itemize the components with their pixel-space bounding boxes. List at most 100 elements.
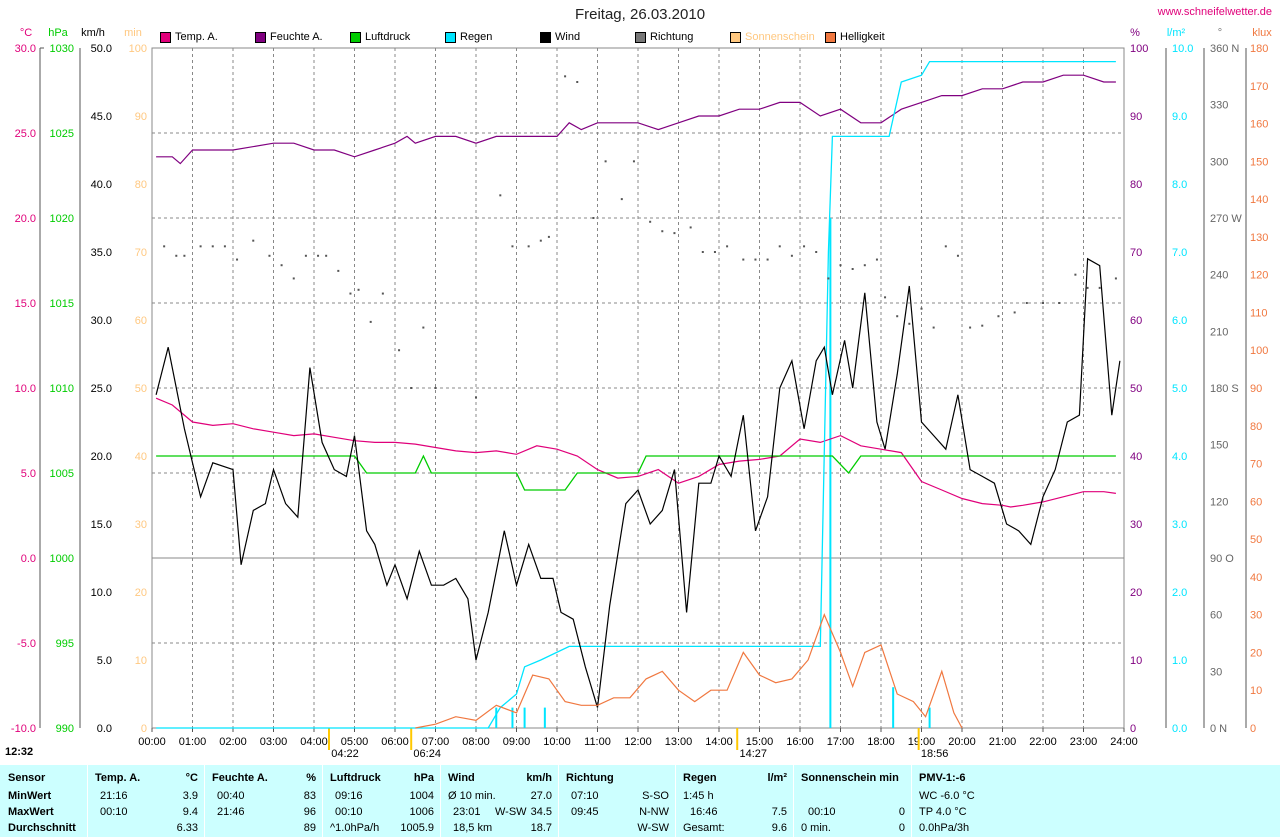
direction-point (163, 245, 166, 248)
direction-point (175, 254, 178, 257)
pressure-min: 1004 (409, 790, 434, 802)
series-line-luftdruck (156, 454, 1116, 491)
x-tick-label: 11:00 (584, 736, 611, 748)
event-label: 14:27 (739, 748, 767, 760)
wind-min: 27.0 (530, 790, 552, 802)
direction-point (896, 315, 899, 318)
direction-point (592, 217, 595, 219)
direction-point (803, 245, 806, 248)
direction-tick-label: 150 (1210, 440, 1228, 452)
humidity-axis-unit: % (1130, 27, 1140, 39)
pressure-tick-label: 1030 (50, 43, 74, 55)
rain-tick-label: 5.0 (1172, 383, 1187, 395)
humidity-tick-label: 80 (1130, 179, 1142, 191)
brightness-tick-label: 90 (1250, 383, 1262, 395)
direction-point (956, 254, 959, 257)
series-line-feuchte-a (156, 74, 1116, 165)
x-tick-label: 23:00 (1070, 736, 1098, 748)
sunshine-tick-label: 70 (135, 247, 147, 259)
sunshine-tick-label: 0 (141, 723, 147, 735)
legend-label: Helligkeit (840, 31, 885, 43)
sunshine-max-time: 00:10 (808, 806, 836, 818)
sunshine-max: 0 (898, 806, 905, 818)
x-tick-label: 00:00 (138, 736, 166, 748)
wind-tick-label: 0.0 (97, 723, 112, 735)
temp-unit: °C (185, 772, 198, 784)
direction-point (713, 251, 716, 253)
direction-point (422, 326, 425, 329)
pressure-tick-label: 1020 (50, 213, 74, 225)
brightness-tick-label: 120 (1250, 270, 1268, 282)
direction-point (325, 254, 328, 257)
x-tick-label: 17:00 (827, 736, 855, 748)
rain-tick-label: 7.0 (1172, 247, 1187, 259)
wind-tick-label: 50.0 (91, 43, 112, 55)
direction-point (304, 254, 307, 257)
direction-avg: W-SW (637, 822, 669, 834)
direction-point (357, 288, 360, 291)
x-tick-label: 12:00 (624, 736, 652, 748)
wind-tick-label: 40.0 (91, 179, 112, 191)
brightness-tick-label: 50 (1250, 534, 1262, 546)
pressure-max: 1006 (409, 806, 434, 818)
direction-point (564, 75, 567, 78)
rain-tick-label: 9.0 (1172, 111, 1187, 123)
rain-tick-label: 0.0 (1172, 723, 1187, 735)
x-tick-label: 15:00 (746, 736, 774, 748)
direction-point (398, 349, 401, 352)
temp-tick-label: 15.0 (15, 298, 36, 310)
humidity-max: 96 (303, 806, 316, 818)
direction-point (1074, 273, 1077, 276)
direction-point (547, 235, 550, 238)
row-min-label: MinWert (8, 790, 52, 802)
x-tick-label: 22:00 (1029, 736, 1057, 748)
x-tick-label: 21:00 (989, 736, 1017, 748)
series-line-regen (156, 60, 1116, 729)
direction-point (981, 324, 984, 327)
legend-label: Wind (555, 31, 581, 43)
pressure-header: Luftdruck (330, 772, 381, 784)
humidity-tick-label: 50 (1130, 383, 1142, 395)
direction-point (839, 264, 842, 267)
direction-tick-label: 60 (1210, 610, 1222, 622)
x-tick-label: 03:00 (260, 736, 288, 748)
site-url[interactable]: www.schneifelwetter.de (1157, 6, 1272, 18)
brightness-tick-label: 10 (1250, 685, 1262, 697)
row-avg-label: Durchschnitt (8, 822, 76, 834)
rain-unit: l/m² (767, 772, 787, 784)
brightness-tick-label: 60 (1250, 496, 1262, 508)
direction-point (223, 245, 226, 248)
wind-unit: km/h (526, 772, 552, 784)
series-line-temp-a (155, 397, 1116, 508)
wind-tick-label: 5.0 (97, 655, 112, 667)
direction-point (701, 251, 704, 253)
pressure-unit: hPa (413, 772, 434, 784)
direction-point (292, 277, 295, 280)
wind-tick-label: 15.0 (91, 519, 112, 531)
direction-point (499, 194, 502, 197)
sunshine-tick-label: 40 (135, 451, 147, 463)
direction-point (369, 320, 372, 323)
direction-max: N-NW (639, 806, 669, 818)
direction-point (863, 264, 866, 267)
direction-tick-label: 120 (1210, 496, 1228, 508)
direction-max-time: 09:45 (571, 806, 599, 818)
humidity-tick-label: 0 (1130, 723, 1136, 735)
event-label: 04:22 (331, 748, 359, 760)
stats-temp-col: Temp. A. °C 21:16 3.9 00:10 9.4 6.33 (88, 765, 205, 837)
x-tick-label: 14:00 (705, 736, 733, 748)
direction-point (1042, 302, 1044, 304)
direction-tick-label: 0 N (1210, 723, 1227, 735)
legend-item: Helligkeit (825, 31, 885, 43)
rain-tick-label: 2.0 (1172, 587, 1187, 599)
humidity-tick-label: 10 (1130, 655, 1142, 667)
direction-point (620, 198, 623, 201)
wind-header: Wind (448, 772, 475, 784)
pmv-windchill: WC -6.0 °C (919, 790, 975, 802)
corner-time: 12:32 (5, 746, 34, 758)
sunshine-total: 0 min. (801, 822, 831, 834)
rain-max-time: 16:46 (690, 806, 718, 818)
direction-point (236, 258, 239, 261)
row-max-label: MaxWert (8, 806, 54, 818)
direction-point (851, 268, 854, 270)
